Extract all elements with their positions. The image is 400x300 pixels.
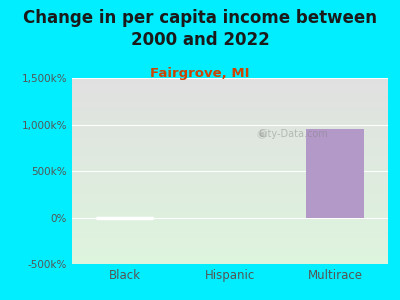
- Text: Change in per capita income between
2000 and 2022: Change in per capita income between 2000…: [23, 9, 377, 49]
- Text: ◉: ◉: [257, 129, 266, 139]
- Text: Fairgrove, MI: Fairgrove, MI: [150, 68, 250, 80]
- Text: City-Data.com: City-Data.com: [258, 129, 328, 139]
- Bar: [306, 129, 364, 218]
